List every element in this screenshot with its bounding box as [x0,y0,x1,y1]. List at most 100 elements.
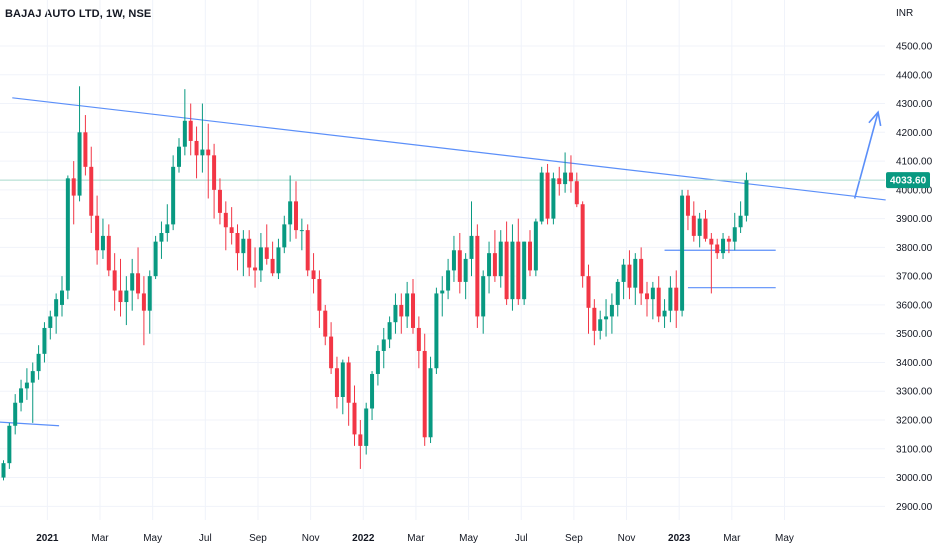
candle [253,247,258,288]
candle-body [346,362,351,403]
candle [241,230,246,277]
candle [533,218,538,277]
candle-body [744,180,749,216]
candle-body [685,195,690,216]
candle [604,299,609,337]
candle [206,123,211,199]
candle [656,276,661,323]
candle-body [504,241,509,300]
time-tick-label: Sep [249,533,267,544]
price-tick-label: 4500.00 [896,42,932,53]
candle [112,253,117,311]
candle [387,316,392,349]
candle [235,224,240,271]
candle-body [680,195,685,311]
candle [171,155,176,231]
candle-body [364,408,369,446]
candle-body [481,276,486,317]
candle [574,172,579,208]
candle-body [656,287,661,317]
candle [639,247,644,305]
price-tick-label: 3600.00 [896,300,932,311]
price-tick-label: 4000.00 [896,185,932,196]
time-axis[interactable]: 2021 Mar May Jul Sep Nov 2022 Mar May Jul Sep Nov 20… [36,533,794,544]
candle [24,368,29,400]
candle-body [492,253,497,277]
grid [0,0,885,520]
candle-body [545,172,550,219]
currency-label: INR [896,8,914,19]
candle [551,172,556,225]
candle [516,218,521,305]
price-tick-label: 4200.00 [896,128,932,139]
candle-body [241,238,246,254]
candle-body [411,293,415,328]
time-tick-label: Mar [407,533,425,544]
candle-body [358,434,363,446]
price-tick-label: 3200.00 [896,416,932,427]
candle-body [48,316,53,328]
candle [264,224,269,265]
candle [65,175,70,300]
candle-body [253,267,258,271]
candle-body [463,258,468,282]
candle-body [498,241,503,277]
candle-body [171,166,176,225]
candle-body [100,235,105,251]
candle [147,270,152,334]
candle-body [288,201,293,225]
candle [487,241,492,294]
candle-body [370,373,375,409]
candle-body [615,281,620,305]
candle-body [270,258,275,274]
price-axis[interactable]: 4500.00 4400.00 4300.00 4200.00 4100.00 4000.… [886,42,932,513]
candle-body [457,250,462,282]
candle [457,233,462,294]
time-tick-label: May [143,533,162,544]
candle [159,221,164,259]
candle-body [650,287,655,300]
price-tick-label: 3000.00 [896,473,932,484]
candle [492,230,497,282]
candle-body [311,270,316,280]
candle [557,166,562,196]
candle [434,287,439,374]
candle [124,276,129,326]
candle [545,163,550,225]
trendline [12,97,886,201]
candle-body [522,241,527,300]
candle [329,322,334,374]
candle-body [118,290,123,303]
candle [697,212,702,248]
candle-body [399,304,404,317]
time-tick-label: Sep [565,533,583,544]
candle-body [627,264,632,288]
candle-body [416,327,421,351]
candle-body [217,189,222,213]
candle [30,362,35,423]
candle-body [54,299,59,317]
candle [60,276,64,317]
candle [217,178,222,225]
candle [463,253,468,300]
candle-body [598,319,603,331]
candle-body [709,238,714,245]
candle-body [387,322,392,340]
candle-body [65,178,70,291]
candle [621,258,626,300]
candle [645,281,649,317]
candle-body [19,388,24,403]
candle [182,89,187,156]
candle [54,293,59,334]
candle-body [212,155,217,190]
candle-body [329,336,334,369]
candle-body [528,241,532,271]
candle [563,152,568,193]
candle [744,172,749,222]
candle-body [691,215,696,236]
candle-body [475,235,480,317]
candle-body [551,178,556,219]
candle-body [83,132,88,167]
candle-body [106,235,111,271]
